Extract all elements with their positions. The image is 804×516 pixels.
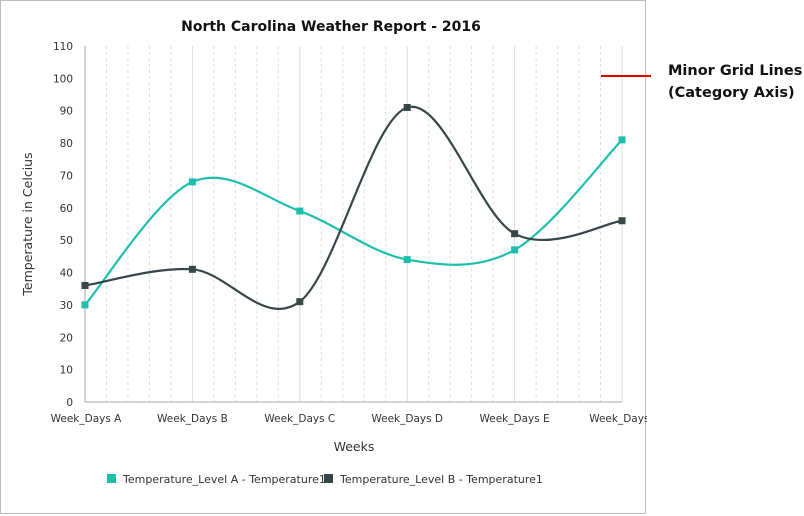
data-point[interactable] — [188, 265, 196, 273]
legend[interactable]: Temperature_Level A - Temperature1 Temper… — [107, 473, 543, 486]
annotation-line1: Minor Grid Lines — [668, 63, 803, 79]
series-line — [84, 139, 623, 306]
legend-item[interactable]: Temperature_Level A - Temperature1 — [107, 473, 326, 486]
y-axis-title: Temperature in Celcius — [20, 152, 35, 296]
legend-label: Temperature_Level A - Temperature1 — [122, 473, 326, 486]
annotation-line — [601, 75, 651, 77]
y-tick-label: 0 — [66, 397, 73, 409]
data-point[interactable] — [188, 178, 196, 186]
legend-label: Temperature_Level B - Temperature1 — [339, 473, 543, 486]
data-point[interactable] — [511, 230, 519, 238]
y-tick-label: 20 — [60, 332, 73, 344]
annotation: Minor Grid Lines (Category Axis) — [668, 60, 802, 104]
data-point[interactable] — [296, 298, 304, 306]
series-line — [84, 105, 623, 310]
chart-container: North Carolina Weather Report - 2016 0 10… — [0, 0, 647, 514]
y-tick-label: 100 — [53, 73, 73, 85]
y-tick-label: 50 — [60, 235, 73, 247]
y-tick-label: 70 — [60, 170, 73, 182]
x-tick-label: Week_Days E — [479, 413, 549, 425]
legend-item[interactable]: Temperature_Level B - Temperature1 — [324, 473, 543, 486]
chart-svg: North Carolina Weather Report - 2016 0 10… — [20, 19, 647, 486]
legend-swatch — [107, 474, 116, 483]
axes — [84, 46, 622, 403]
data-point[interactable] — [618, 217, 626, 225]
data-point[interactable] — [618, 136, 626, 144]
y-tick-label: 80 — [60, 138, 73, 150]
x-tick-label: Week_Days F — [589, 413, 647, 425]
annotation-line2: (Category Axis) — [668, 85, 795, 101]
y-tick-labels: 0 10 20 30 40 50 60 70 80 90 100 110 — [53, 41, 73, 409]
x-tick-label: Week_Days C — [264, 413, 335, 425]
x-tick-label: Week_Days A — [51, 413, 123, 425]
y-tick-label: 40 — [60, 268, 73, 280]
x-tick-labels: Week_Days A Week_Days B Week_Days C Week_Da… — [51, 413, 647, 425]
x-tick-label: Week_Days B — [157, 413, 228, 425]
data-point[interactable] — [403, 256, 411, 264]
y-tick-label: 10 — [60, 365, 73, 377]
y-tick-label: 110 — [53, 41, 73, 53]
data-point[interactable] — [403, 103, 411, 111]
chart-title: North Carolina Weather Report - 2016 — [181, 19, 481, 35]
x-axis-title: Weeks — [334, 439, 375, 454]
data-point[interactable] — [511, 246, 519, 254]
series-2 — [81, 103, 626, 310]
data-point[interactable] — [296, 207, 304, 215]
y-tick-label: 30 — [60, 300, 73, 312]
y-tick-label: 60 — [60, 203, 73, 215]
legend-swatch — [324, 474, 333, 483]
grid — [105, 46, 623, 402]
data-point[interactable] — [81, 301, 89, 309]
data-point[interactable] — [81, 281, 89, 289]
series-1 — [81, 136, 626, 309]
series-group — [81, 103, 626, 310]
y-tick-label: 90 — [60, 106, 73, 118]
x-tick-label: Week_Days D — [371, 413, 443, 425]
